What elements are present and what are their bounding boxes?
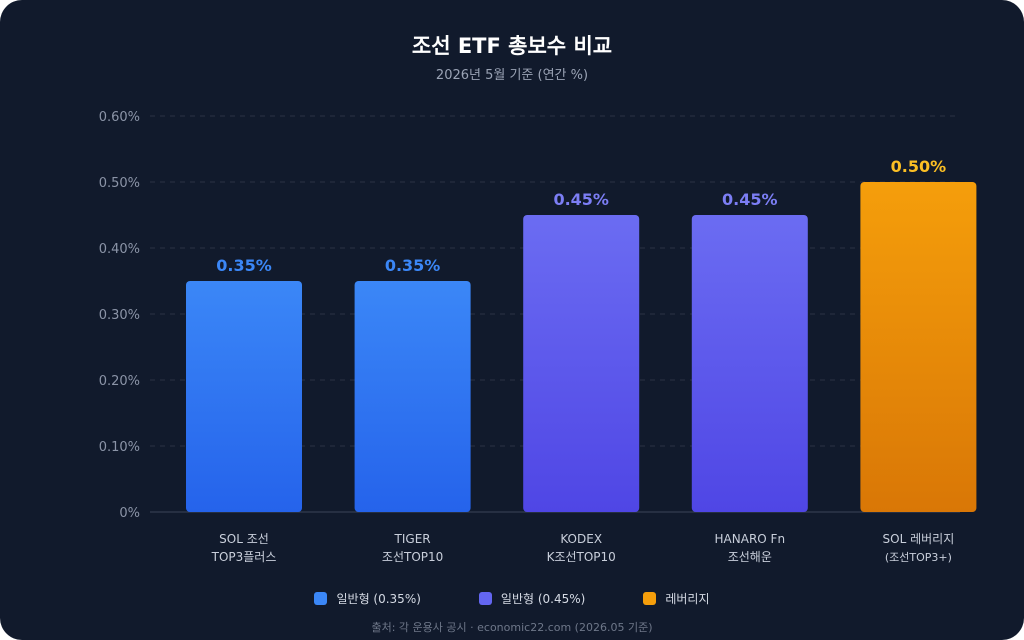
x-tick-label: KODEX	[560, 532, 602, 546]
x-tick-label: 조선TOP10	[382, 550, 443, 564]
y-tick-label: 0%	[119, 506, 140, 521]
y-tick-label: 0.20%	[99, 374, 140, 389]
legend-swatch-purple	[478, 592, 492, 605]
bar	[523, 215, 640, 512]
x-tick-label: SOL 조선	[219, 532, 269, 546]
x-tick-label: HANARO Fn	[715, 532, 786, 546]
legend-swatch-blue	[314, 592, 328, 605]
legend-label: 일반형 (0.45%)	[500, 592, 586, 606]
x-tick-label: TOP3플러스	[211, 550, 277, 564]
y-tick-label: 0.30%	[99, 308, 140, 323]
source-note: 출처: 각 운용사 공시 · economic22.com (2026.05 기…	[371, 621, 653, 634]
x-tick-label: TIGER	[394, 532, 431, 546]
bar-value-label: 0.45%	[553, 190, 609, 209]
legend-item-general-035: 일반형 (0.35%)	[314, 590, 421, 607]
y-tick-label: 0.50%	[99, 176, 140, 191]
bar-value-label: 0.45%	[722, 190, 778, 209]
y-tick-label: 0.40%	[99, 242, 140, 257]
y-tick-label: 0.60%	[99, 110, 140, 125]
x-tick-label: 조선해운	[728, 550, 772, 564]
bar	[354, 281, 471, 512]
legend-label: 레버리지	[665, 592, 710, 606]
bar	[691, 215, 808, 512]
bar	[186, 281, 302, 512]
legend-swatch-orange	[643, 592, 657, 605]
y-tick-label: 0.10%	[99, 440, 140, 455]
bar-value-label: 0.35%	[385, 256, 441, 275]
x-tick-label: K조선TOP10	[547, 550, 616, 564]
legend-item-general-045: 일반형 (0.45%)	[478, 590, 586, 607]
bar-value-label: 0.35%	[216, 256, 272, 275]
x-tick-label: SOL 레버리지	[883, 532, 955, 546]
x-tick-label: (조선TOP3+)	[885, 551, 952, 564]
legend-label: 일반형 (0.35%)	[336, 592, 421, 606]
bar-value-label: 0.50%	[891, 157, 947, 176]
legend-item-leverage: 레버리지	[643, 590, 710, 607]
legend: 일반형 (0.35%) 일반형 (0.45%) 레버리지	[0, 590, 1024, 607]
chart-subtitle: 2026년 5월 기준 (연간 %)	[435, 68, 589, 83]
chart-title: 조선 ETF 총보수 비교	[411, 34, 613, 58]
bar	[860, 182, 977, 512]
